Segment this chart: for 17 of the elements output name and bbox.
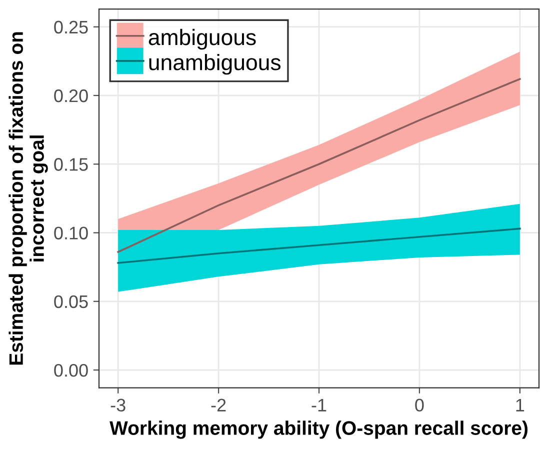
- y-axis-title: Estimated proportion of fixations on incorrect goal: [8, 32, 48, 365]
- line-series: [117, 78, 521, 253]
- x-tick-label: -2: [211, 398, 226, 412]
- y-tick-label: 0.20: [54, 89, 88, 102]
- x-tick-label: 0: [415, 398, 424, 412]
- line-series: [117, 228, 521, 264]
- legend-label: ambiguous: [148, 28, 256, 50]
- y-tick-label: 0.00: [54, 364, 88, 377]
- x-axis-title: Working memory ability (O-span recall score): [110, 420, 528, 439]
- legend-label: unambiguous: [149, 54, 281, 75]
- y-tick-label: 0.15: [54, 158, 88, 171]
- x-tick-label: -1: [312, 398, 326, 412]
- y-tick-label: 0.10: [54, 226, 88, 240]
- y-tick-label: 0.05: [54, 295, 88, 308]
- y-tick-label: 0.25: [54, 20, 88, 34]
- x-tick-label: -3: [110, 398, 126, 412]
- x-tick-label: 1: [516, 398, 524, 412]
